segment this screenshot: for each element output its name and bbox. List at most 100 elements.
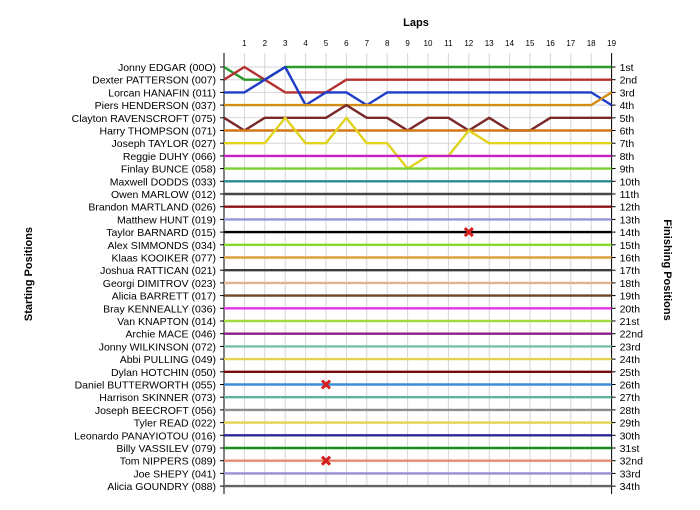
- starting-label: Harrison SKINNER (073): [99, 392, 216, 404]
- grid: [220, 53, 616, 495]
- finishing-label: 25th: [620, 367, 641, 379]
- lap-tick-label: 16: [546, 39, 555, 48]
- lap-tick-label: 3: [283, 39, 288, 48]
- lap-tick-label: 1: [242, 39, 247, 48]
- retirement-markers: [320, 227, 474, 466]
- finishing-label: 15th: [620, 240, 641, 252]
- lap-tick-label: 13: [485, 39, 494, 48]
- lap-tick-label: 9: [405, 39, 410, 48]
- finishing-label: 10th: [620, 176, 641, 188]
- lap-tick-label: 10: [424, 39, 433, 48]
- finishing-label: 33rd: [620, 468, 641, 480]
- lap-tick-label: 5: [324, 39, 329, 48]
- series-line-5: [223, 103, 612, 132]
- finishing-label: 13th: [620, 214, 641, 226]
- starting-label: Bray KENNEALLY (036): [103, 303, 216, 315]
- starting-label: Jonny WILKINSON (072): [99, 341, 216, 353]
- starting-label: Lorcan HANAFIN (011): [108, 87, 216, 99]
- series-line-1: [223, 65, 612, 81]
- starting-label: Brandon MARTLAND (026): [88, 202, 216, 214]
- finishing-label: 8th: [620, 151, 635, 163]
- finishing-label: 22nd: [620, 329, 644, 341]
- finishing-label: 23rd: [620, 341, 641, 353]
- finishing-label: 19th: [620, 291, 641, 303]
- series-lines: [223, 65, 613, 488]
- finishing-label: 5th: [620, 113, 635, 125]
- starting-label: Harry THOMPSON (071): [100, 126, 217, 138]
- finishing-label: 14th: [620, 227, 641, 239]
- starting-label: Billy VASSILEV (079): [116, 443, 216, 455]
- finishing-label: 28th: [620, 405, 641, 417]
- series-line-4: [224, 91, 613, 107]
- lap-tick-labels: 1 2 3 4 5 6 7 8 9 10 11 12 13 14 15 16 17 18 19: [242, 39, 616, 48]
- series-line-2: [223, 65, 612, 94]
- finishing-label: 7th: [620, 138, 635, 150]
- starting-label: Tyler READ (022): [134, 418, 216, 430]
- starting-label: Klaas KOOIKER (077): [112, 253, 216, 265]
- finishing-label: 24th: [620, 354, 641, 366]
- finishing-label: 29th: [620, 418, 641, 430]
- starting-label: Georgi DIMITROV (023): [103, 278, 216, 290]
- starting-label: Daniel BUTTERWORTH (055): [75, 380, 216, 392]
- finishing-label: 12th: [620, 202, 641, 214]
- starting-label: Leonardo PANAYIOTOU (016): [74, 430, 216, 442]
- finishing-label: 3rd: [620, 87, 635, 99]
- starting-label: Joseph TAYLOR (027): [112, 138, 216, 150]
- lap-tick-label: 11: [444, 39, 453, 48]
- finishing-label: 21st: [620, 316, 640, 328]
- starting-label: Taylor BARNARD (015): [106, 227, 216, 239]
- finishing-label: 34th: [620, 481, 641, 493]
- lap-tick-label: 8: [385, 39, 390, 48]
- finishing-label: 6th: [620, 126, 635, 138]
- lap-tick-label: 6: [344, 39, 349, 48]
- lap-tick-label: 18: [587, 39, 596, 48]
- starting-label: Abbi PULLING (049): [120, 354, 216, 366]
- finishing-label: 16th: [620, 253, 641, 265]
- starting-label: Clayton RAVENSCROFT (075): [72, 113, 216, 125]
- retirement-marker: [320, 455, 332, 466]
- finishing-label: 11th: [620, 189, 640, 201]
- starting-label: Joseph BEECROFT (056): [95, 405, 216, 417]
- starting-label: Reggie DUHY (066): [123, 151, 216, 163]
- finishing-label: 1st: [620, 62, 634, 74]
- starting-label: Van KNAPTON (014): [117, 316, 216, 328]
- finishing-label: 32nd: [620, 456, 644, 468]
- finishing-label: 18th: [620, 278, 641, 290]
- starting-label: Tom NIPPERS (089): [120, 456, 216, 468]
- starting-label: Piers HENDERSON (037): [95, 100, 216, 112]
- retirement-marker-stroke: [320, 455, 332, 466]
- chart-title: Laps: [403, 17, 429, 29]
- finishing-label: 2nd: [620, 75, 638, 87]
- lap-tick-label: 4: [303, 39, 308, 48]
- series-line-7: [224, 116, 612, 170]
- retirement-marker: [320, 379, 332, 390]
- finishing-position-labels: 1st2nd3rd4th5th6th7th8th9th10th11th12th1…: [620, 62, 644, 493]
- y-axis-title-right: Finishing Positions: [661, 219, 673, 320]
- finishing-label: 30th: [620, 430, 641, 442]
- starting-label: Alicia BARRETT (017): [112, 291, 216, 303]
- finishing-label: 4th: [620, 100, 635, 112]
- starting-label: Maxwell DODDS (033): [110, 176, 216, 188]
- finishing-label: 9th: [620, 164, 635, 176]
- starting-label: Finlay BUNCE (058): [121, 164, 216, 176]
- series-line-3: [224, 65, 613, 107]
- starting-position-labels: Jonny EDGAR (00O)Dexter PATTERSON (007)L…: [72, 62, 216, 493]
- retirement-marker-stroke: [320, 379, 332, 390]
- finishing-label: 26th: [620, 380, 641, 392]
- finishing-label: 31st: [620, 443, 640, 455]
- starting-label: Joe SHEPY (041): [133, 468, 216, 480]
- finishing-label: 27th: [620, 392, 641, 404]
- starting-label: Joshua RATTICAN (021): [100, 265, 216, 277]
- lap-tick-label: 15: [526, 39, 535, 48]
- finishing-label: 17th: [620, 265, 641, 277]
- lap-tick-label: 2: [263, 39, 268, 48]
- retirement-marker-stroke: [463, 227, 474, 238]
- starting-label: Alicia GOUNDRY (088): [107, 481, 216, 493]
- starting-label: Dylan HOTCHIN (050): [111, 367, 216, 379]
- starting-label: Jonny EDGAR (00O): [118, 62, 216, 74]
- lap-tick-label: 7: [365, 39, 370, 48]
- starting-label: Owen MARLOW (012): [111, 189, 216, 201]
- starting-label: Archie MACE (046): [126, 329, 216, 341]
- retirement-marker: [463, 227, 474, 238]
